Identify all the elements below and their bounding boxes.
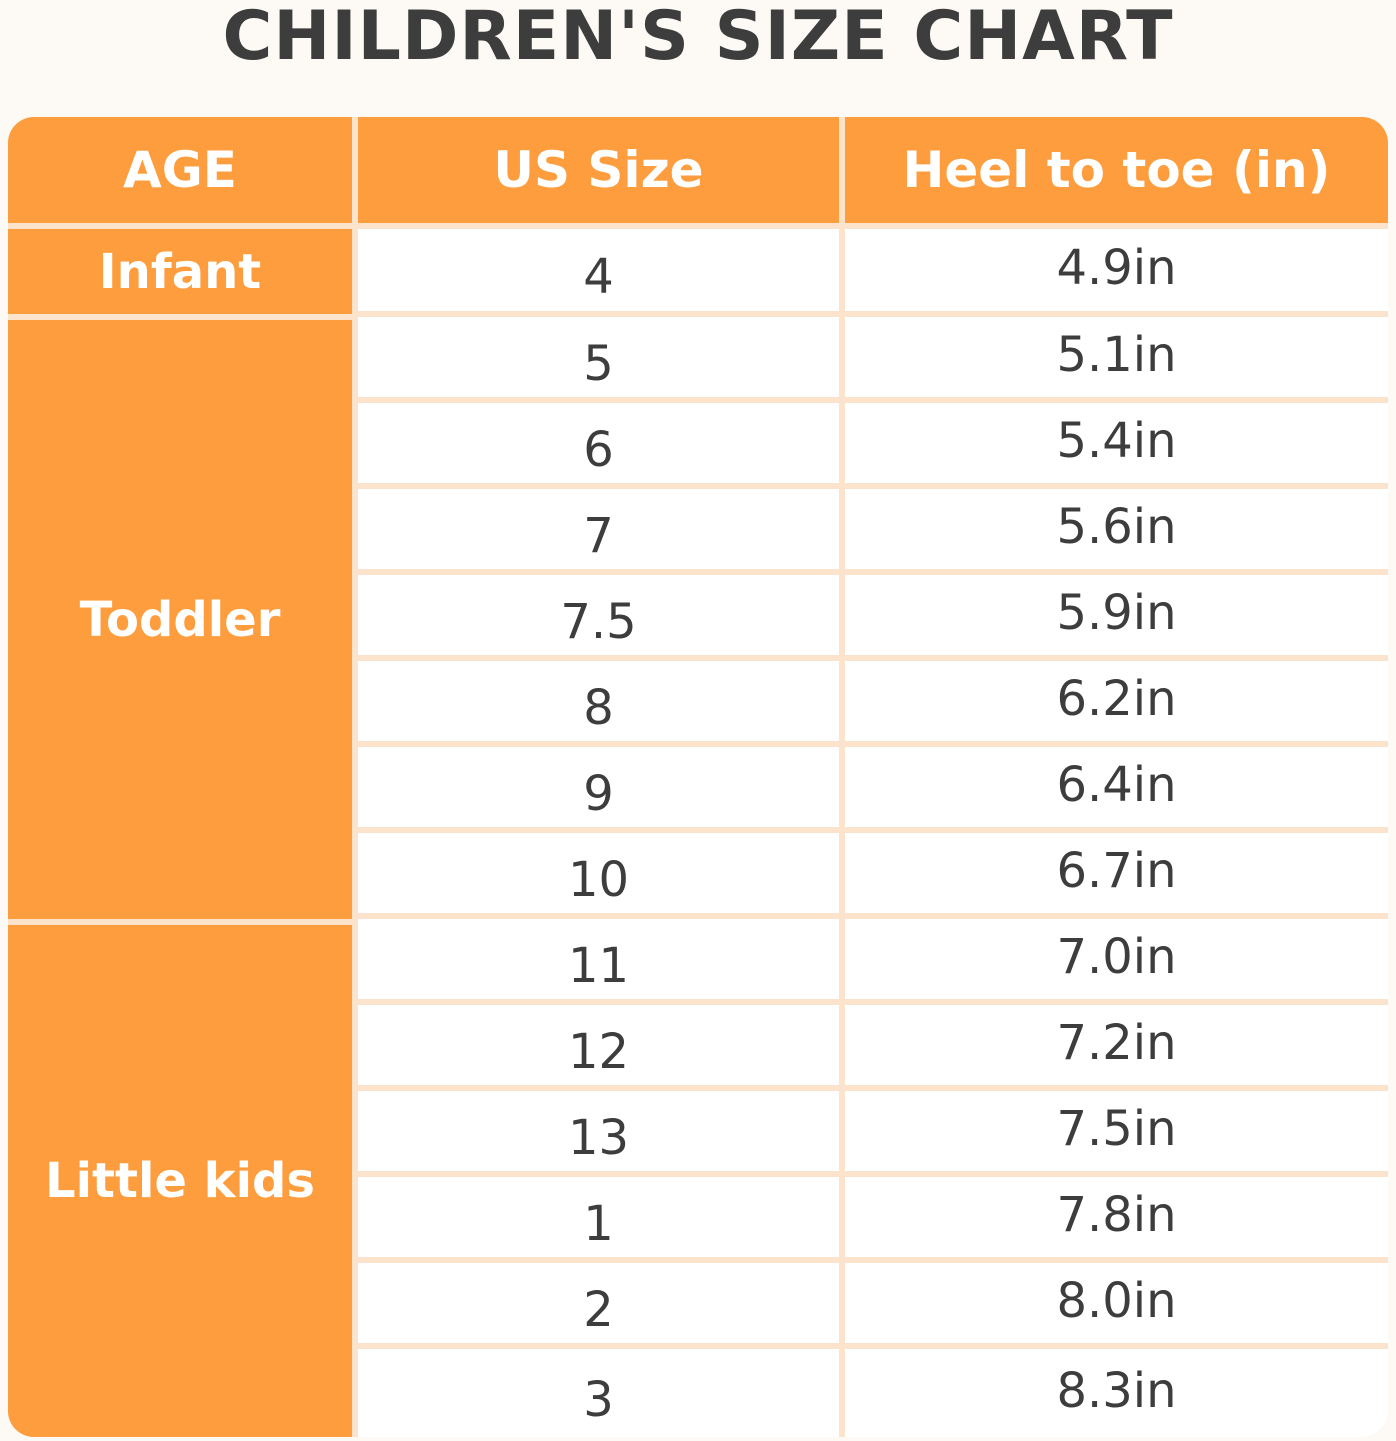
us-size-cell: 1	[358, 1177, 839, 1257]
heel-to-toe-cell: 4.9in	[845, 229, 1388, 311]
us-size-cell: 3	[358, 1349, 839, 1437]
heel-to-toe-cell: 7.8in	[845, 1177, 1388, 1257]
us-size-cell: 4	[358, 229, 839, 311]
us-size-cell: 7.5	[358, 575, 839, 655]
age-toddler: Toddler	[8, 320, 352, 919]
us-size-cell: 5	[358, 317, 839, 397]
heel-to-toe-cell: 7.0in	[845, 919, 1388, 999]
heel-to-toe-cell: 5.9in	[845, 575, 1388, 655]
us-size-cell: 11	[358, 919, 839, 999]
size-chart-table: AGE US Size Heel to toe (in) Infant Todd…	[8, 117, 1388, 1437]
heel-to-toe-cell: 8.0in	[845, 1263, 1388, 1343]
us-size-cell: 9	[358, 747, 839, 827]
heel-to-toe-cell: 6.2in	[845, 661, 1388, 741]
heel-to-toe-cell: 5.1in	[845, 317, 1388, 397]
heel-to-toe-cell: 5.4in	[845, 403, 1388, 483]
age-little-kids: Little kids	[8, 925, 352, 1437]
us-size-cell: 6	[358, 403, 839, 483]
us-size-cell: 7	[358, 489, 839, 569]
heel-to-toe-cell: 6.7in	[845, 833, 1388, 913]
us-size-cell: 13	[358, 1091, 839, 1171]
us-size-cell: 12	[358, 1005, 839, 1085]
header-heel-to-toe: Heel to toe (in)	[845, 117, 1388, 223]
heel-to-toe-cell: 8.3in	[845, 1349, 1388, 1437]
page-title: CHILDREN'S SIZE CHART	[222, 0, 1174, 76]
header-us-size: US Size	[358, 117, 839, 223]
us-size-cell: 2	[358, 1263, 839, 1343]
heel-to-toe-cell: 6.4in	[845, 747, 1388, 827]
heel-to-toe-cell: 7.2in	[845, 1005, 1388, 1085]
us-size-cell: 8	[358, 661, 839, 741]
us-size-cell: 10	[358, 833, 839, 913]
age-infant: Infant	[8, 229, 352, 314]
header-age: AGE	[8, 117, 352, 223]
heel-to-toe-cell: 5.6in	[845, 489, 1388, 569]
heel-to-toe-cell: 7.5in	[845, 1091, 1388, 1171]
